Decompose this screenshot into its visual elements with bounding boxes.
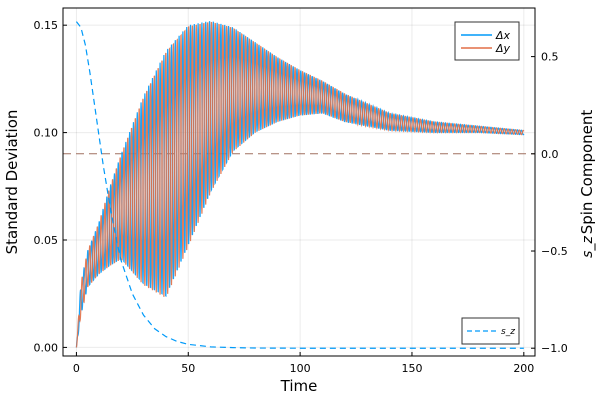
ticks: 0 50 100 150 200 0.00 0.05 0.10 0.15 −1.0 −0.5 0.0 0… — [34, 19, 568, 375]
y2-tick-label: −1.0 — [541, 342, 568, 355]
plot-lines — [63, 21, 535, 349]
x-tick-label: 0 — [73, 362, 80, 375]
y2-tick-label: 0.0 — [541, 148, 559, 161]
x-tick-label: 100 — [290, 362, 311, 375]
x-axis-label: Time — [280, 377, 318, 395]
y2-tick-label: 0.5 — [541, 51, 559, 64]
legend-label-sz: s_z — [501, 327, 515, 337]
series-sz — [75, 21, 524, 349]
legend-bottom: s_z — [461, 317, 520, 345]
y2-axis-label: Spin Component — [578, 110, 596, 235]
legend-top-box — [454, 21, 520, 61]
y-tick-label: 0.15 — [34, 19, 59, 32]
series-dy — [75, 21, 525, 348]
x-tick-label: 150 — [401, 362, 422, 375]
legend-label-dy: Δy — [495, 42, 511, 55]
y-tick-label: 0.05 — [34, 234, 59, 247]
y-tick-label: 0.00 — [34, 341, 59, 354]
y2-axis-symbol: s_z — [580, 236, 596, 258]
y-tick-label: 0.10 — [34, 127, 59, 140]
x-tick-label: 50 — [181, 362, 195, 375]
y-axis-label: Standard Deviation — [3, 110, 21, 255]
legend-top: Δx Δy — [454, 21, 520, 61]
plot-frame — [62, 7, 536, 357]
legend-label-dx: Δx — [495, 29, 511, 42]
y2-tick-label: −0.5 — [541, 245, 568, 258]
x-tick-label: 200 — [513, 362, 534, 375]
